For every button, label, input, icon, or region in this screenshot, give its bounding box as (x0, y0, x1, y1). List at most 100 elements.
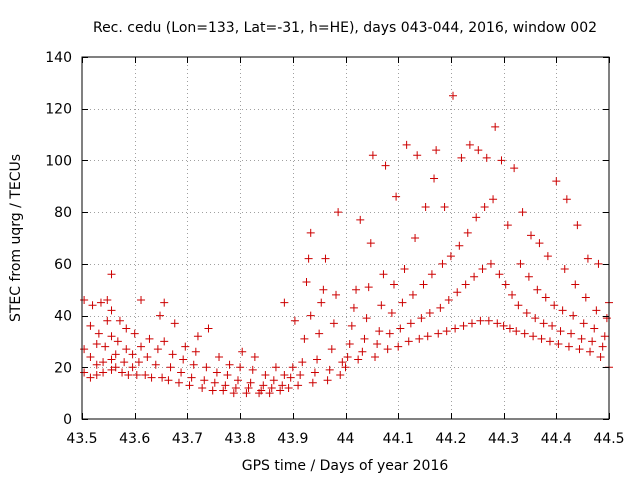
data-point (111, 350, 120, 359)
data-point (413, 151, 422, 160)
data-point (425, 308, 434, 317)
x-tick-label: 44.2 (435, 431, 466, 447)
data-point (113, 337, 122, 346)
data-point (257, 386, 266, 395)
data-point (512, 327, 521, 336)
data-point (80, 368, 89, 377)
data-point (80, 296, 89, 305)
x-tick-labels: 43.5 43.6 43.7 43.8 43.9 44 44.1 44.2 44.3 44.4 44… (66, 431, 624, 447)
data-point (115, 316, 124, 325)
data-point (491, 122, 500, 131)
data-point (244, 383, 253, 392)
data-point (571, 280, 580, 289)
y-tick-label: 20 (54, 360, 72, 376)
data-point (238, 347, 247, 356)
data-point (185, 381, 194, 390)
data-point (128, 350, 137, 359)
data-point (122, 324, 131, 333)
data-point (600, 332, 609, 341)
data-point (200, 376, 209, 385)
y-tick-label: 120 (45, 102, 72, 118)
data-point (107, 355, 116, 364)
data-point (181, 342, 190, 351)
data-point (99, 368, 108, 377)
x-tick-label: 43.8 (225, 431, 256, 447)
data-point (329, 319, 338, 328)
data-point (145, 334, 154, 343)
data-point (453, 288, 462, 297)
data-point (590, 324, 599, 333)
data-point (86, 373, 95, 382)
data-point (539, 319, 548, 328)
data-point (261, 371, 270, 380)
data-point (276, 386, 285, 395)
data-point (338, 358, 347, 367)
data-point (472, 213, 481, 222)
data-point (396, 324, 405, 333)
data-point (236, 363, 245, 372)
data-point (518, 208, 527, 217)
data-point (550, 301, 559, 310)
data-point (332, 290, 341, 299)
data-point (400, 265, 409, 274)
data-point (306, 228, 315, 237)
data-point (137, 342, 146, 351)
data-point (575, 345, 584, 354)
data-point (177, 368, 186, 377)
data-point (476, 316, 485, 325)
data-point (202, 363, 211, 372)
chart-title: Rec. cedu (Lon=133, Lat=-31, h=HE), days… (93, 20, 597, 36)
data-point (308, 378, 317, 387)
data-point (446, 252, 455, 261)
data-point (554, 340, 563, 349)
data-point (594, 259, 603, 268)
data-point (427, 270, 436, 279)
x-tick-label: 44.3 (488, 431, 519, 447)
data-point (246, 378, 255, 387)
x-tick-label: 44.4 (541, 431, 572, 447)
data-point (198, 383, 207, 392)
data-point (543, 252, 552, 261)
data-point (596, 352, 605, 361)
data-point (280, 298, 289, 307)
data-point (107, 332, 116, 341)
data-point (451, 324, 460, 333)
data-point (271, 363, 280, 372)
data-point (432, 146, 441, 155)
data-point (288, 363, 297, 372)
data-point (415, 334, 424, 343)
data-point (319, 285, 328, 294)
data-point (411, 234, 420, 242)
data-point (250, 352, 259, 361)
data-point (130, 329, 139, 338)
data-point (212, 368, 221, 377)
data-point (327, 345, 336, 354)
data-point (284, 383, 293, 392)
data-point (457, 153, 466, 162)
x-tick-label: 43.7 (172, 431, 203, 447)
data-point (193, 332, 202, 341)
data-point (394, 342, 403, 351)
data-point (503, 221, 512, 230)
data-point (562, 195, 571, 204)
data-point (423, 332, 432, 341)
data-point (107, 270, 116, 279)
data-point (354, 355, 363, 364)
data-point (107, 306, 116, 315)
data-point (164, 376, 173, 385)
data-point (459, 321, 468, 330)
data-point (219, 386, 228, 395)
data-point (602, 314, 611, 323)
data-point (463, 228, 472, 237)
data-point (179, 355, 188, 364)
plot-frame (81, 56, 610, 420)
data-point (377, 301, 386, 310)
data-point (296, 371, 305, 380)
data-point (484, 316, 493, 325)
data-point (128, 363, 137, 372)
data-point (96, 298, 105, 307)
data-point (385, 329, 394, 338)
data-point (92, 360, 101, 369)
data-point (317, 298, 326, 307)
data-point (535, 239, 544, 248)
